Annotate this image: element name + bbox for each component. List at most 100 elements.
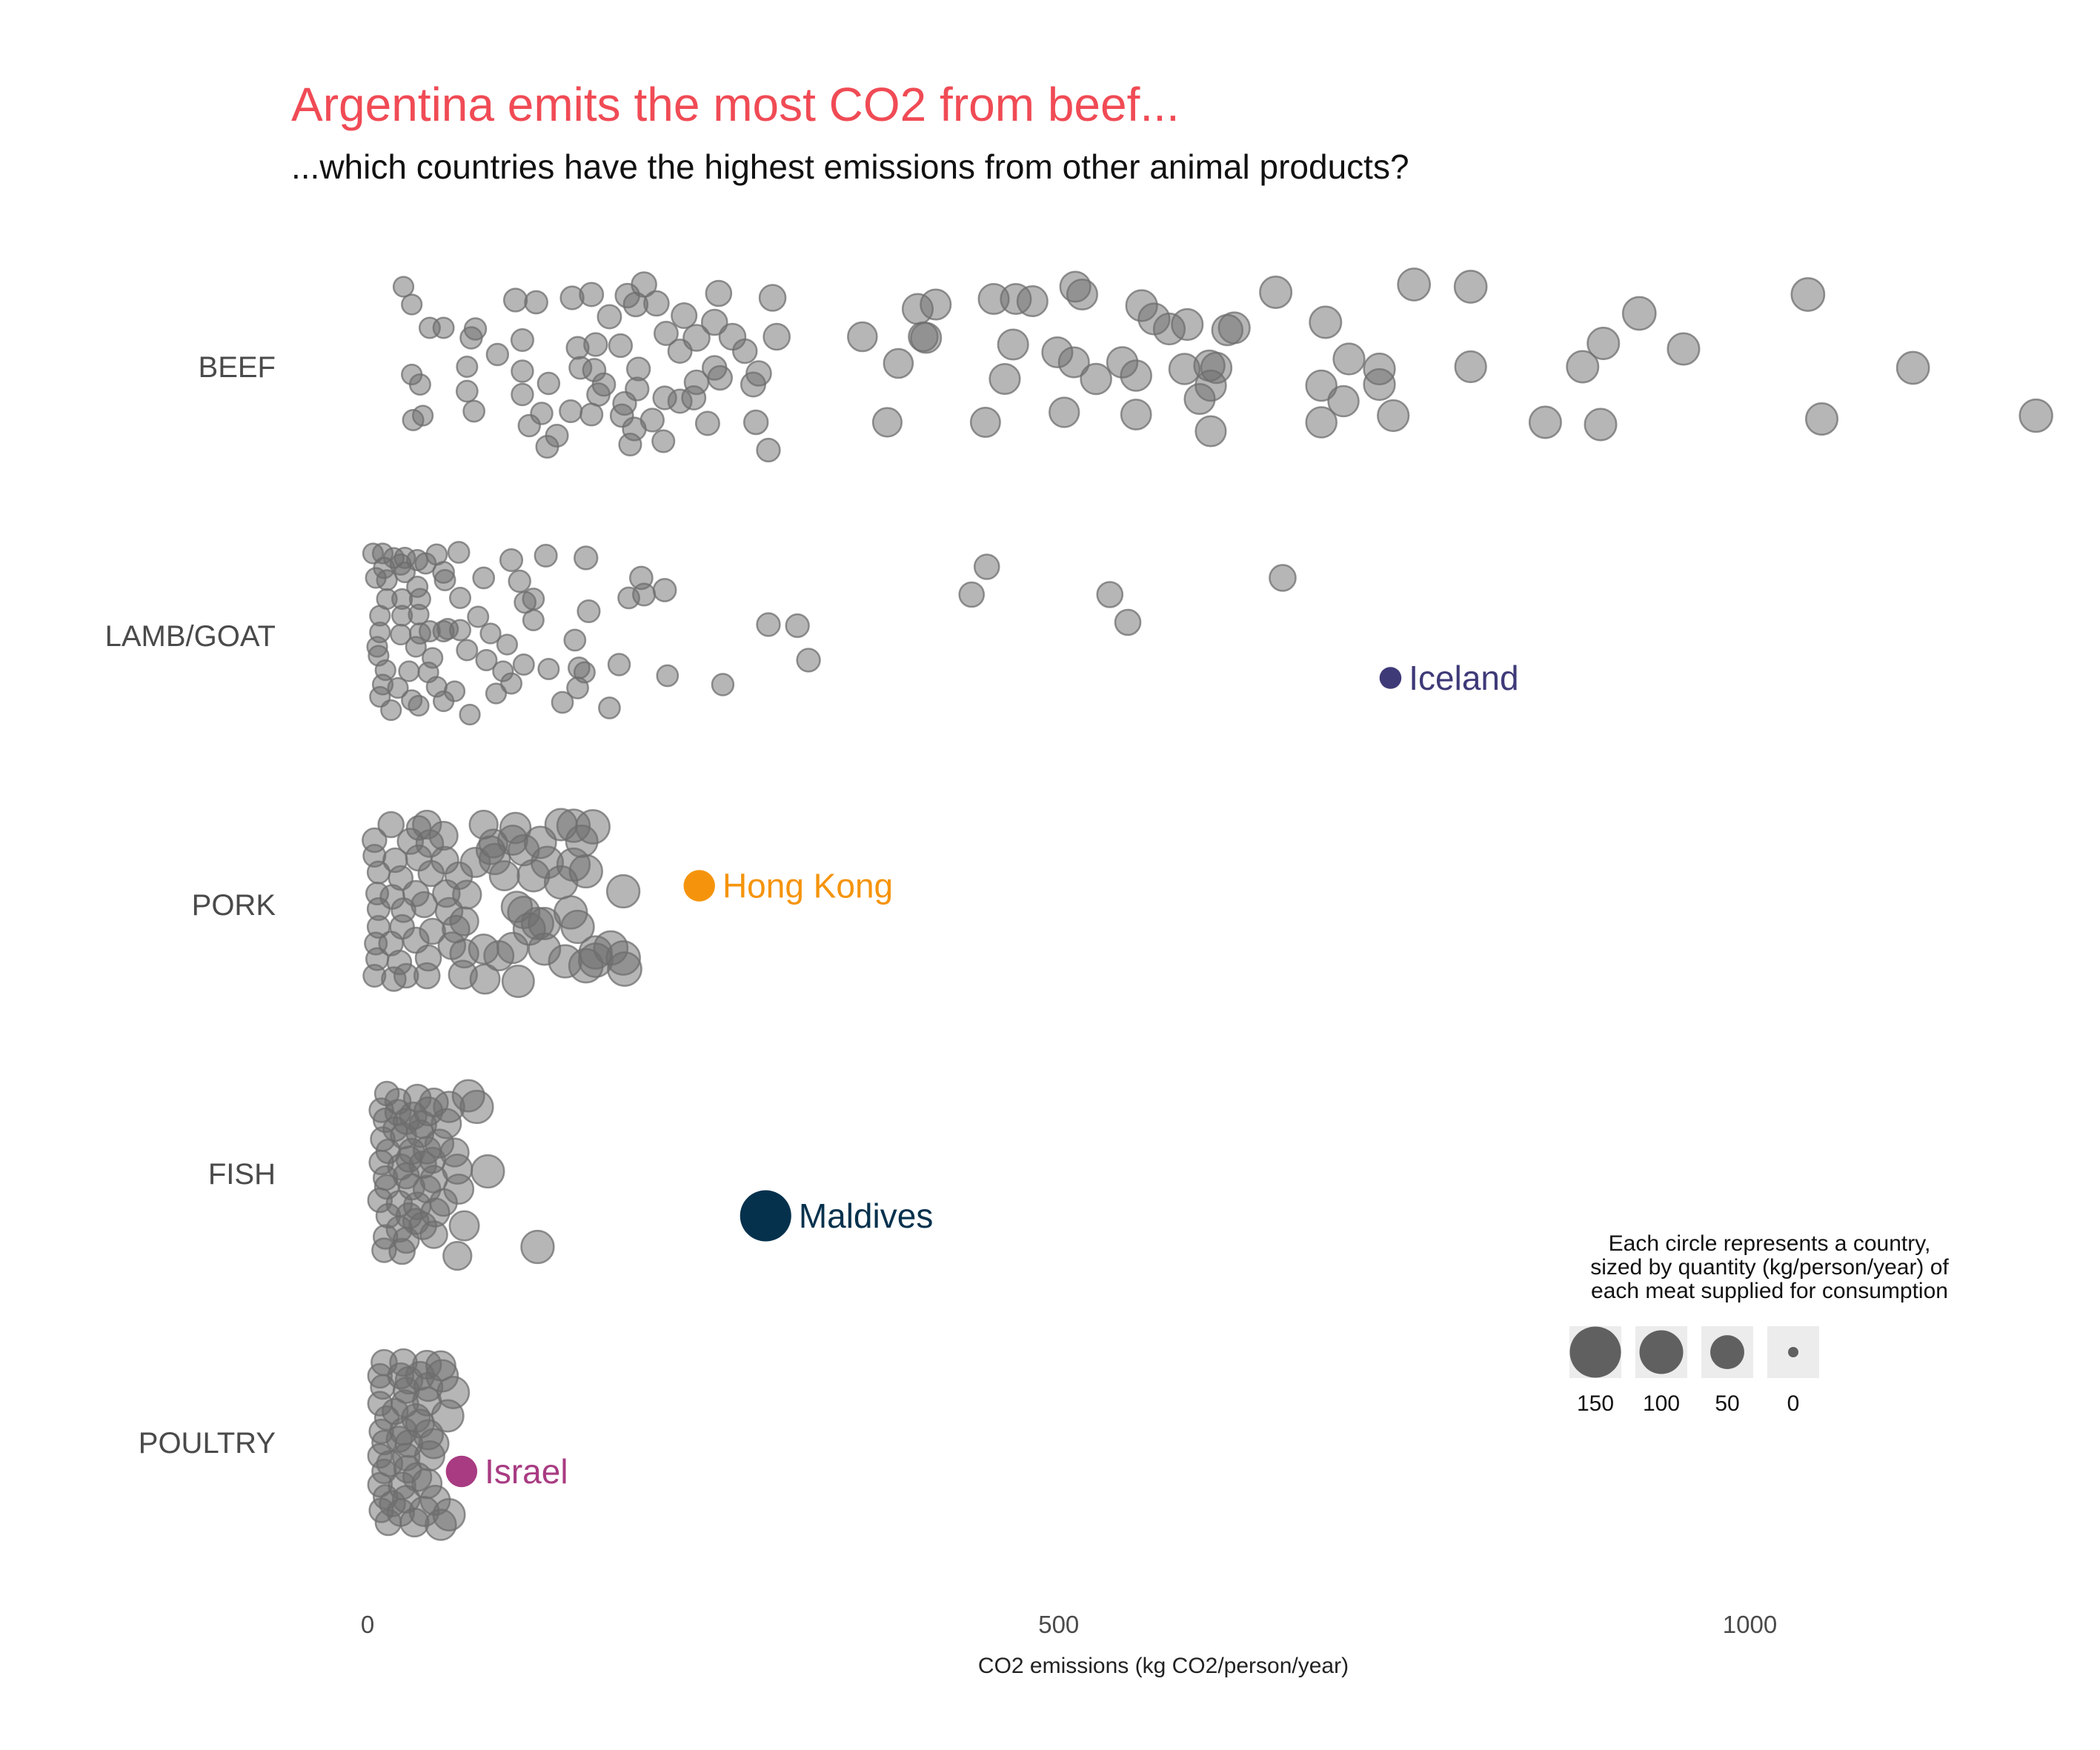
data-point-beef [1586, 327, 1621, 360]
category-labels: BEEF LAMB/GOAT PORK FISH POULTRY [105, 351, 276, 1460]
data-point-lamb-goat [563, 628, 587, 652]
data-point-beef [1621, 296, 1657, 331]
highlight-label-maldives: Maldives [799, 1197, 934, 1235]
data-point-beef [1377, 399, 1410, 433]
data-point-beef [1305, 369, 1338, 402]
data-point-fish [419, 1146, 446, 1174]
category-label-beef: BEEF [199, 351, 276, 384]
category-label-pork: PORK [192, 889, 276, 922]
data-point-pork [417, 859, 445, 888]
data-point-beef [847, 321, 878, 353]
data-point-beef [618, 432, 642, 457]
data-point-beef [510, 327, 534, 353]
data-point-poultry [399, 1507, 430, 1538]
data-point-beef [401, 293, 423, 316]
data-point-beef [639, 407, 665, 433]
data-point-lamb-goat [485, 682, 508, 705]
data-point-pork [607, 951, 642, 987]
data-point-lamb-goat [380, 699, 402, 722]
data-point-lamb-goat [512, 653, 535, 676]
data-points [362, 267, 2053, 1541]
data-point-lamb-goat [456, 639, 479, 662]
data-point-lamb-goat [785, 613, 810, 639]
data-point-lamb-goat [632, 582, 657, 607]
data-point-beef [1566, 350, 1600, 384]
data-point-beef [2018, 398, 2053, 433]
legend-key-label: 150 [1577, 1391, 1614, 1416]
data-point-fish [402, 1208, 430, 1235]
data-point-lamb-goat [387, 676, 409, 699]
data-point-lamb-goat [405, 636, 427, 658]
data-point-beef [707, 365, 733, 391]
data-point-beef [511, 382, 534, 407]
data-point-lamb-goat [598, 696, 621, 719]
highlight-point-hong-kong [683, 870, 715, 902]
data-point-lamb-goat [376, 569, 398, 591]
data-point-lamb-goat [393, 561, 416, 584]
data-point-lamb-goat [496, 633, 519, 656]
data-point-beef [559, 399, 583, 424]
data-point-beef [1327, 385, 1360, 418]
data-point-poultry [394, 1365, 424, 1395]
data-point-lamb-goat [472, 566, 496, 590]
data-point-beef [1454, 350, 1487, 384]
data-point-pork [568, 948, 604, 984]
data-point-beef [432, 316, 455, 339]
data-point-lamb-goat [500, 672, 523, 695]
data-point-beef [579, 402, 604, 427]
data-point-beef [667, 388, 693, 414]
data-point-lamb-goat [508, 569, 531, 593]
data-point-lamb-goat [479, 622, 502, 645]
data-point-lamb-goat [499, 548, 524, 573]
data-point-beef [671, 302, 698, 330]
legend-key-circle [1788, 1347, 1798, 1357]
data-point-beef [485, 342, 510, 367]
data-point-beef [631, 271, 657, 298]
data-point-pork [605, 874, 641, 909]
data-point-lamb-goat [537, 658, 560, 680]
data-point-beef [597, 304, 622, 330]
data-point-beef [1332, 342, 1366, 376]
data-point-beef [524, 290, 548, 315]
legend-key-label: 50 [1715, 1391, 1739, 1416]
data-point-lamb-goat [534, 543, 558, 568]
data-point-beef [462, 399, 486, 423]
data-point-lamb-goat [551, 691, 574, 714]
data-point-beef [969, 407, 1001, 438]
data-point-pork [483, 940, 515, 971]
data-point-lamb-goat [576, 599, 601, 624]
legend-title-line: sized by quantity (kg/person/year) of [1590, 1255, 1949, 1280]
data-point-poultry [402, 1462, 433, 1492]
data-point-pork [475, 835, 506, 865]
data-point-fish [520, 1229, 555, 1265]
data-point-beef [1805, 402, 1838, 436]
data-point-beef [463, 317, 488, 341]
data-point-beef [1305, 406, 1338, 439]
data-point-pork [560, 909, 595, 945]
data-point-lamb-goat [796, 648, 821, 673]
highlight-point-iceland [1379, 667, 1402, 689]
data-point-beef [997, 328, 1029, 361]
data-point-lamb-goat [443, 680, 466, 702]
data-point-beef [988, 362, 1021, 396]
data-point-pork [413, 962, 441, 990]
data-point-lamb-goat [467, 605, 490, 628]
legend-key-circle [1569, 1326, 1621, 1378]
data-point-beef [1120, 359, 1152, 392]
data-point-lamb-goat [756, 612, 781, 637]
data-point-pork [543, 865, 579, 900]
data-point-fish [382, 1116, 408, 1142]
data-point-beef [502, 287, 528, 313]
data-point-lamb-goat [522, 609, 545, 631]
data-point-beef [1363, 367, 1396, 402]
data-point-pork [366, 860, 391, 885]
data-point-lamb-goat [475, 649, 498, 671]
data-point-pork [516, 859, 551, 893]
data-point-beef [1066, 278, 1099, 311]
highlight-label-hong-kong: Hong Kong [722, 867, 893, 905]
chart-title: Argentina emits the most CO2 from beef..… [291, 78, 1180, 131]
data-point-beef [1397, 267, 1432, 302]
x-tick-label: 500 [1038, 1611, 1079, 1638]
data-point-beef [1171, 307, 1204, 342]
data-point-beef [740, 371, 767, 398]
